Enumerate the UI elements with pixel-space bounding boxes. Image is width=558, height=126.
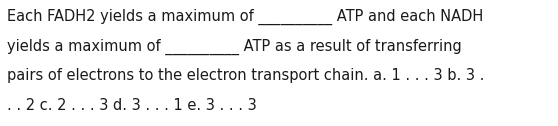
Text: Each FADH2 yields a maximum of __________ ATP and each NADH: Each FADH2 yields a maximum of _________… xyxy=(7,9,483,25)
Text: . . 2 c. 2 . . . 3 d. 3 . . . 1 e. 3 . . . 3: . . 2 c. 2 . . . 3 d. 3 . . . 1 e. 3 . .… xyxy=(7,98,257,113)
Text: pairs of electrons to the electron transport chain. a. 1 . . . 3 b. 3 .: pairs of electrons to the electron trans… xyxy=(7,68,484,83)
Text: yields a maximum of __________ ATP as a result of transferring: yields a maximum of __________ ATP as a … xyxy=(7,38,461,55)
